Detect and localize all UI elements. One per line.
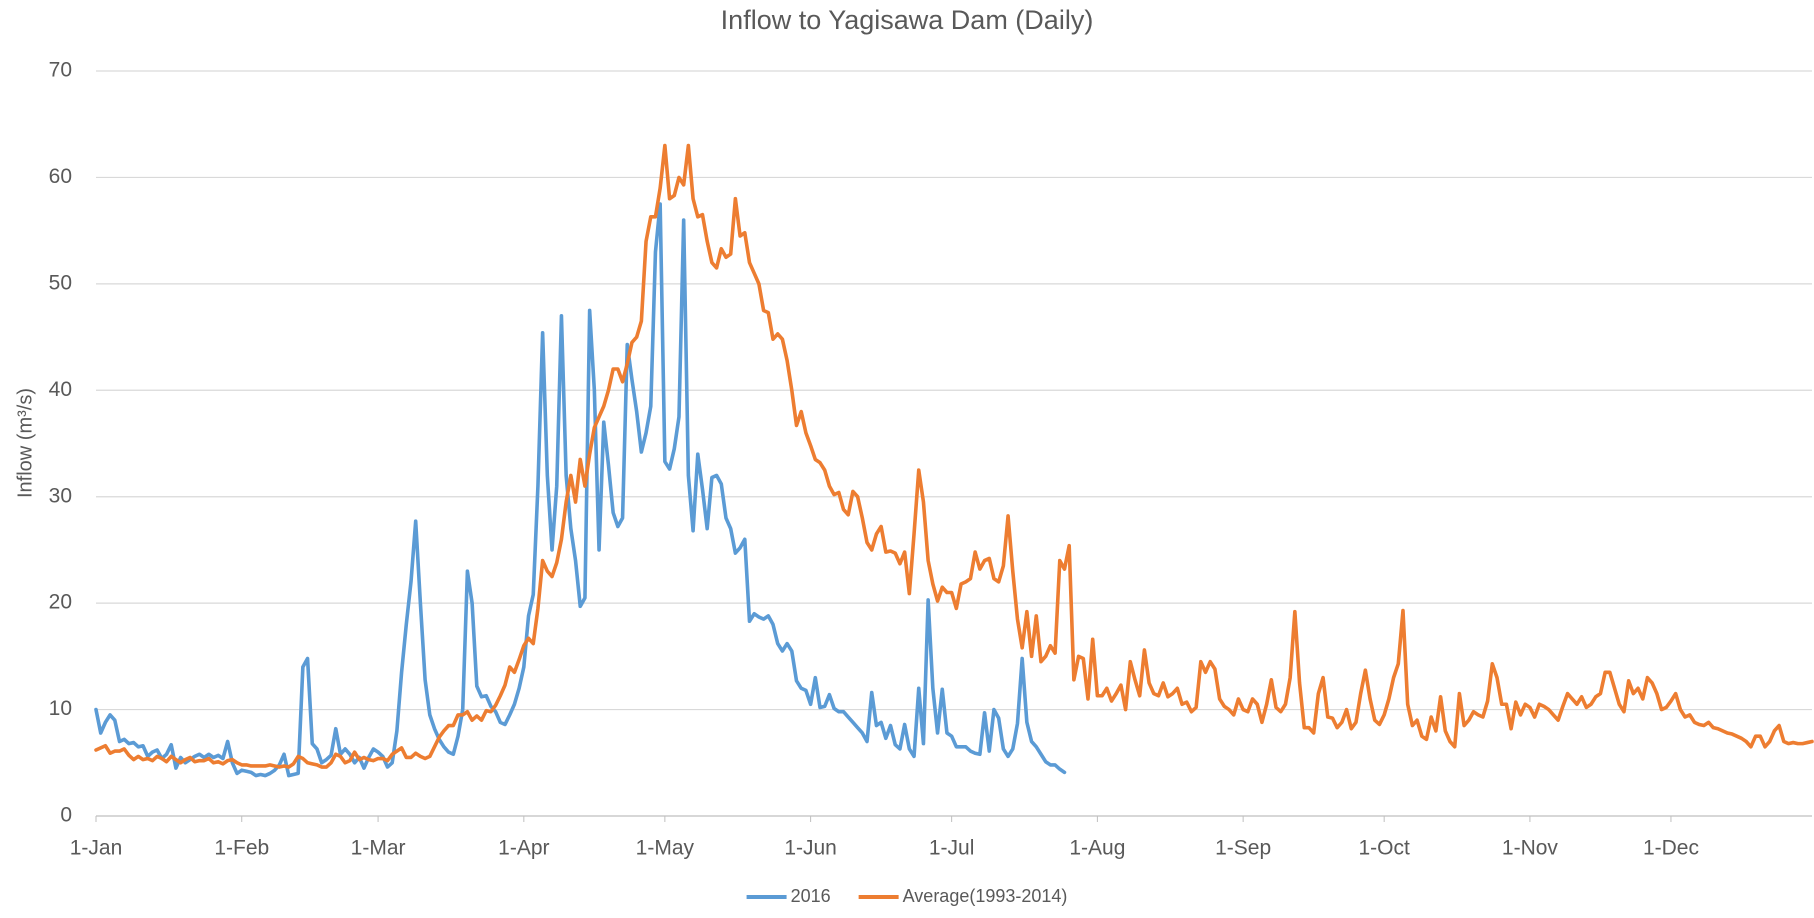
legend-label: 2016 [791,886,831,906]
x-tick-label: 1-Apr [498,837,549,860]
x-tick-label: 1-Mar [351,837,406,860]
x-tick-label: 1-Aug [1069,837,1125,860]
y-tick-label: 30 [49,484,72,507]
legend-item: 2016 [746,886,831,906]
data-line [94,202,1067,778]
legend-label: Average(1993-2014) [903,886,1068,906]
y-tick-label: 60 [49,165,72,188]
x-tick-label: 1-Jul [929,837,975,860]
x-tick-label: 1-Feb [214,837,269,860]
legend: 2016 Average(1993-2014) [746,886,1068,906]
x-tick-label: 1-Jan [70,837,123,860]
x-tick-label: 1-Sep [1215,837,1271,860]
y-tick-label: 10 [49,697,72,720]
y-tick-label: 0 [60,804,72,827]
y-tick-label: 40 [49,378,72,401]
y-axis-title: Inflow (m³/s) [14,388,36,498]
x-tick-label: 1-Oct [1359,837,1411,860]
x-tick-label: 1-Nov [1502,837,1559,860]
x-tick-label: 1-May [636,837,695,860]
x-tick-label: 1-Dec [1643,837,1699,860]
chart-title: Inflow to Yagisawa Dam (Daily) [721,5,1094,35]
legend-item: Average(1993-2014) [858,886,1068,906]
y-tick-label: 70 [49,59,72,82]
y-tick-label: 50 [49,271,72,294]
y-tick-label: 20 [49,591,72,614]
x-tick-label: 1-Jun [784,837,837,860]
data-line [94,143,1814,769]
